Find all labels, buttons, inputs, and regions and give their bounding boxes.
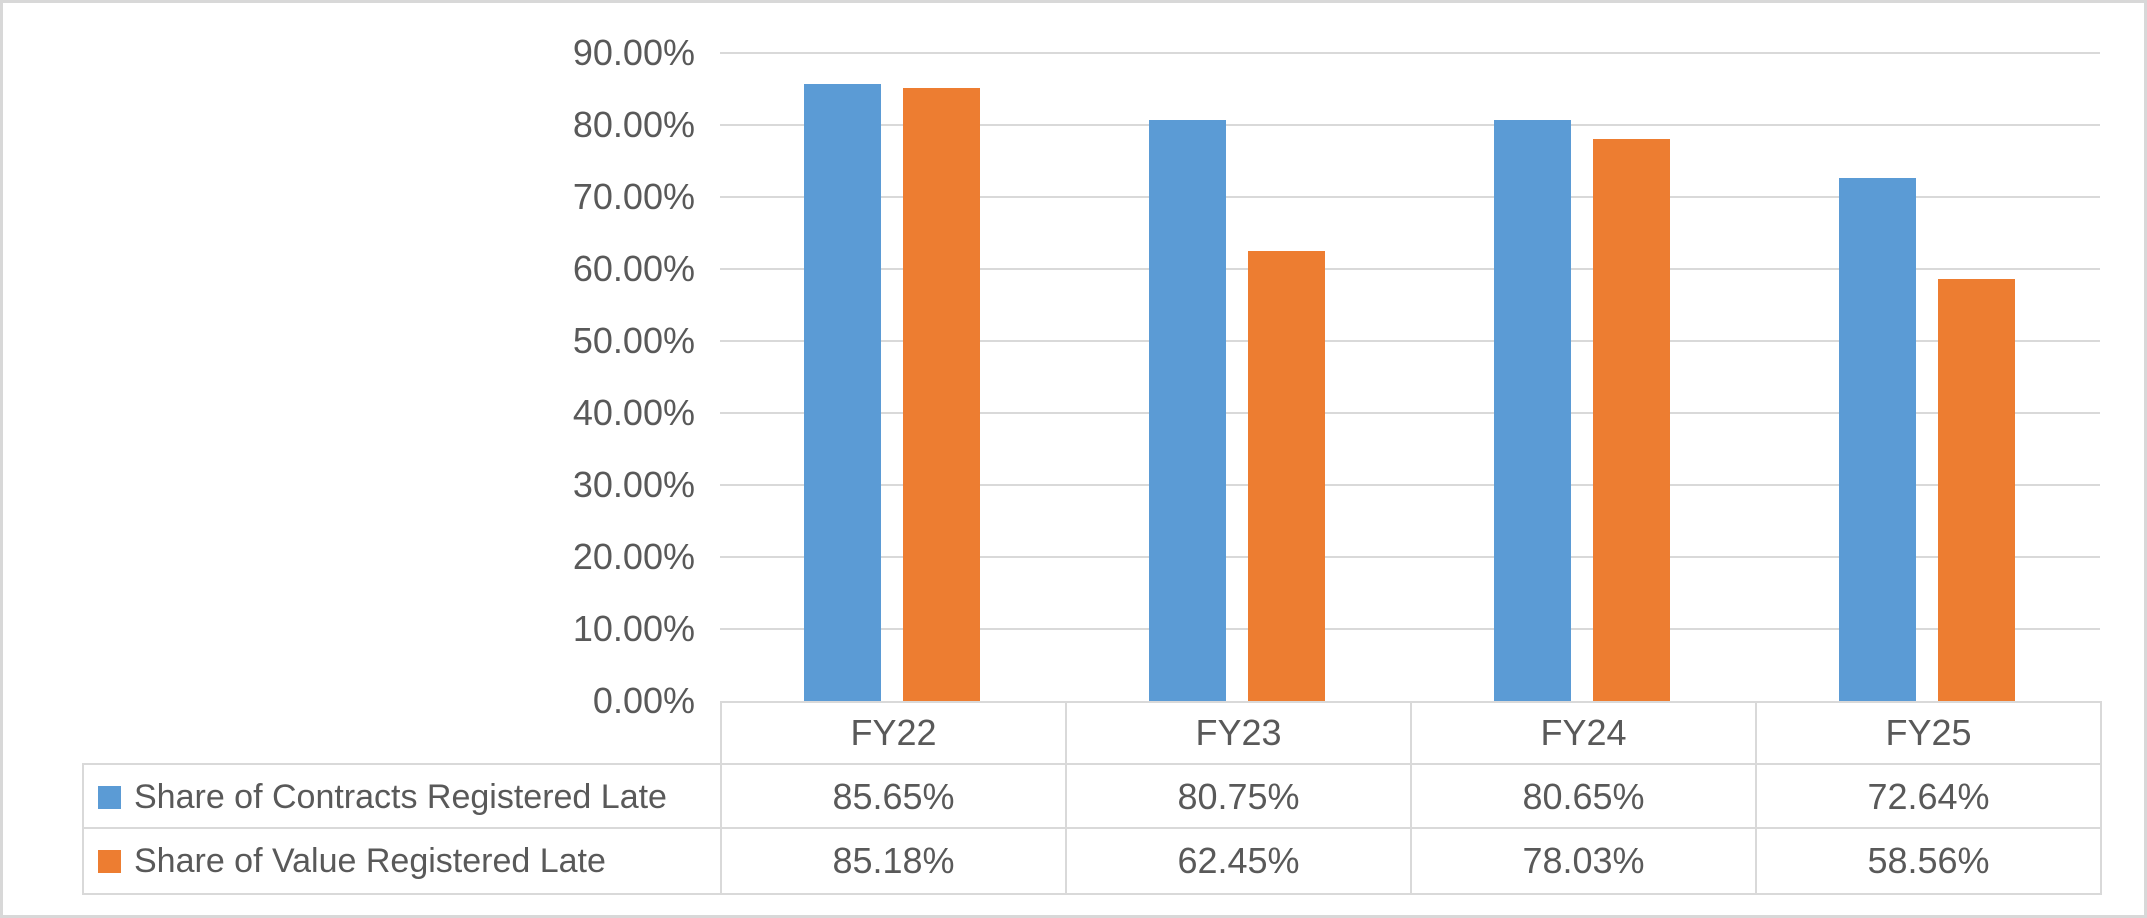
table-row: Share of Value Registered Late 85.18% 62…	[82, 827, 2102, 895]
y-axis-tick-label: 70.00%	[572, 176, 695, 217]
gridline	[720, 196, 2100, 198]
bar-fy24-series1[interactable]	[1494, 120, 1571, 701]
series1-legend-swatch-icon	[98, 785, 121, 809]
bar-fy22-series1[interactable]	[804, 84, 881, 701]
y-axis-tick-label: 60.00%	[572, 248, 695, 289]
table-value: 85.65%	[722, 765, 1067, 829]
y-axis-tick-label: 20.00%	[572, 536, 695, 577]
y-axis-tick-label: 10.00%	[572, 608, 695, 649]
table-value: 80.65%	[1412, 765, 1757, 829]
gridline	[720, 124, 2100, 126]
category-header: FY22	[722, 703, 1067, 763]
y-axis-tick-label: 0.00%	[592, 680, 695, 721]
gridline	[720, 556, 2100, 558]
bar-fy25-series1[interactable]	[1839, 178, 1916, 701]
table-value: 62.45%	[1067, 829, 1412, 893]
series2-legend-label: Share of Value Registered Late	[134, 841, 606, 880]
table-value: 85.18%	[722, 829, 1067, 893]
plot-area	[720, 52, 2100, 701]
bar-fy23-series2[interactable]	[1248, 251, 1325, 701]
table-row: Share of Contracts Registered Late 85.65…	[82, 763, 2102, 829]
category-header: FY23	[1067, 703, 1412, 763]
bar-fy22-series2[interactable]	[903, 87, 980, 701]
gridline	[720, 628, 2100, 630]
y-axis-tick-label: 90.00%	[572, 32, 695, 73]
y-axis-tick-label: 80.00%	[572, 104, 695, 145]
legend-entry-contracts: Share of Contracts Registered Late	[84, 765, 722, 829]
gridline	[720, 340, 2100, 342]
legend-entry-value: Share of Value Registered Late	[84, 829, 722, 893]
y-axis-tick-label: 30.00%	[572, 464, 695, 505]
table-value: 80.75%	[1067, 765, 1412, 829]
bar-fy25-series2[interactable]	[1938, 279, 2015, 701]
y-axis-tick-label: 40.00%	[572, 392, 695, 433]
gridline	[720, 412, 2100, 414]
series1-legend-label: Share of Contracts Registered Late	[134, 777, 667, 816]
series2-legend-swatch-icon	[98, 849, 121, 873]
y-axis-tick-label: 50.00%	[572, 320, 695, 361]
table-value: 58.56%	[1757, 829, 2102, 893]
gridline	[720, 484, 2100, 486]
table-value: 72.64%	[1757, 765, 2102, 829]
bar-fy24-series2[interactable]	[1593, 139, 1670, 701]
table-value: 78.03%	[1412, 829, 1757, 893]
bar-fy23-series1[interactable]	[1149, 119, 1226, 701]
category-header: FY25	[1757, 703, 2102, 763]
gridline	[720, 52, 2100, 54]
gridline	[720, 268, 2100, 270]
table-header-row: FY22 FY23 FY24 FY25	[720, 701, 2102, 763]
category-header: FY24	[1412, 703, 1757, 763]
